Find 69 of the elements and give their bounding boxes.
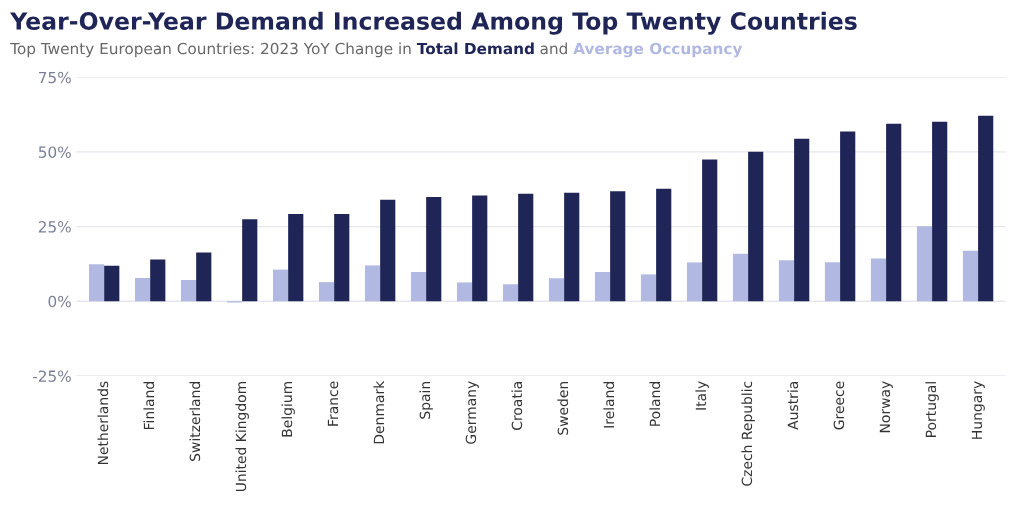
bar <box>686 262 703 302</box>
bar <box>870 258 887 302</box>
text: Total Demand <box>416 42 534 55</box>
bar <box>380 199 396 302</box>
chart-title: Year-Over-Year Demand Increased Among Top Twenty Countries <box>9 11 857 35</box>
bar <box>564 192 580 302</box>
bar <box>886 123 902 302</box>
bar <box>932 121 948 302</box>
chart-subtitle: Top Twenty European Countries: 2023 YoY Change in <box>10 42 411 58</box>
bar <box>334 214 350 302</box>
x-tick-label: Hungary <box>971 381 985 439</box>
y-tick-label: 50% <box>38 146 71 158</box>
bar <box>702 159 718 302</box>
x-tick-label: Portugal <box>925 382 939 437</box>
bar <box>732 253 749 302</box>
x-tick-label: Netherlands <box>97 381 109 465</box>
x-tick-label: Czech Republic <box>741 381 755 486</box>
bar <box>502 284 519 302</box>
y-tick-label: 25% <box>38 221 71 233</box>
bar <box>364 265 381 302</box>
x-tick-label: Ireland <box>603 382 615 428</box>
bar <box>150 259 166 302</box>
bar <box>594 272 611 302</box>
x-tick-label: Finland <box>143 382 155 430</box>
bar <box>978 115 994 302</box>
bar <box>610 191 626 302</box>
bar <box>288 214 304 302</box>
bar <box>456 282 473 302</box>
bar <box>824 262 841 302</box>
bar <box>472 195 488 302</box>
y-tick-label: 0% <box>48 295 71 308</box>
y-tick-label: -25% <box>32 370 71 382</box>
x-tick-label: Belgium <box>281 381 295 437</box>
y-tick-label: 75% <box>39 71 71 84</box>
x-tick-label: Norway <box>879 381 893 433</box>
x-tick-label: Sweden <box>557 381 569 435</box>
bar <box>840 131 856 302</box>
bar <box>548 278 565 302</box>
bar <box>518 193 534 302</box>
bar <box>88 264 105 302</box>
x-tick-label: Germany <box>465 381 479 444</box>
bar <box>410 272 427 302</box>
bar <box>196 252 212 302</box>
x-tick-label: Italy <box>695 381 709 410</box>
text: Average Occupancy <box>573 42 743 58</box>
bar <box>778 260 795 302</box>
x-tick-label: Poland <box>649 382 661 426</box>
x-tick-label: Spain <box>419 381 433 419</box>
bar <box>794 138 810 302</box>
bar <box>640 274 657 302</box>
bar <box>318 282 335 302</box>
bar <box>180 280 197 302</box>
x-tick-label: Denmark <box>373 380 385 444</box>
bar <box>242 219 258 302</box>
x-tick-label: Switzerland <box>189 382 201 461</box>
bar <box>272 269 289 302</box>
text: and <box>540 42 567 55</box>
bar <box>916 226 933 302</box>
x-tick-label: United Kingdom <box>235 381 249 492</box>
bar <box>134 277 151 302</box>
bar <box>656 188 672 302</box>
x-tick-label: Greece <box>833 381 845 430</box>
x-tick-label: France <box>327 381 339 426</box>
x-tick-label: Austria <box>787 382 799 430</box>
bar <box>426 197 442 302</box>
bar <box>748 151 764 302</box>
bar <box>104 265 120 302</box>
bar <box>962 250 979 302</box>
x-tick-label: Croatia <box>511 382 523 430</box>
